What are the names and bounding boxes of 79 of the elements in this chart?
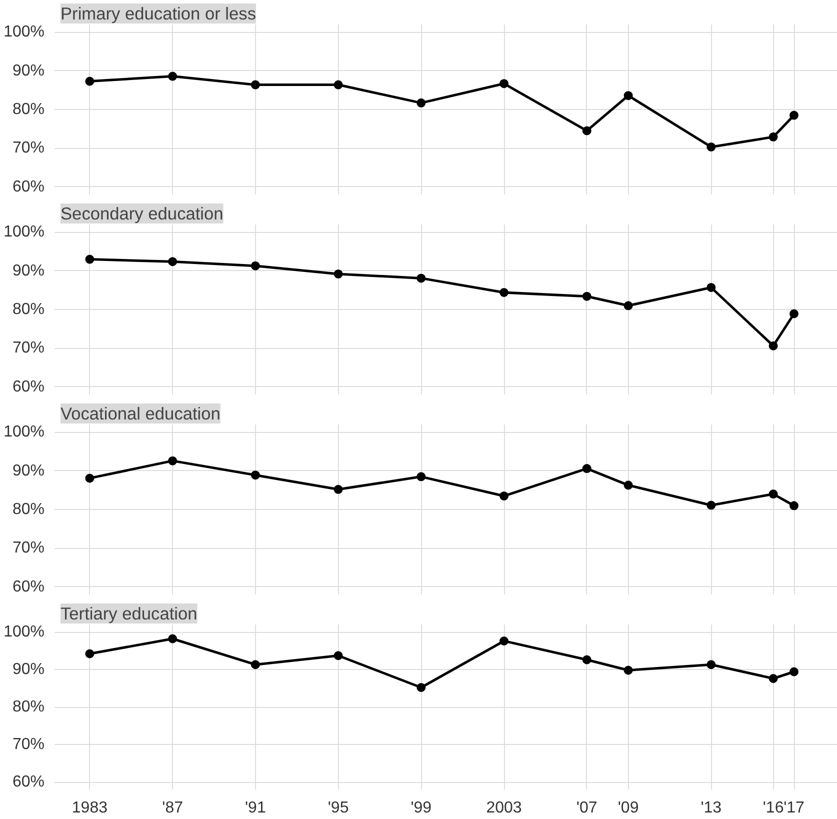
point xyxy=(168,456,178,466)
y-tick-label: 90% xyxy=(12,661,45,678)
y-tick-label: 60% xyxy=(12,178,45,196)
x-tick-label: '91 xyxy=(245,800,266,816)
point xyxy=(334,484,343,494)
point xyxy=(790,110,798,120)
y-tick-label: 60% xyxy=(12,578,45,596)
y-tick-label: 80% xyxy=(12,501,45,518)
y-tick-label: 90% xyxy=(12,262,45,280)
y-tick-label: 90% xyxy=(12,462,45,480)
y-tick-label: 80% xyxy=(12,698,45,716)
point xyxy=(500,636,508,646)
point xyxy=(582,126,592,136)
point xyxy=(706,282,716,292)
point xyxy=(582,464,592,474)
x-tick-label: '99 xyxy=(410,800,432,816)
y-tick-label: 70% xyxy=(12,140,45,157)
point xyxy=(85,474,94,483)
point xyxy=(624,480,633,490)
point xyxy=(168,634,178,644)
y-tick-label: 70% xyxy=(12,736,45,753)
point xyxy=(790,309,798,318)
chart-title: Tertiary education xyxy=(60,604,198,624)
y-tick-label: 100% xyxy=(4,424,44,441)
y-tick-label: 80% xyxy=(12,101,45,118)
x-tick-label: '13 xyxy=(700,800,722,816)
x-tick-label: '87 xyxy=(162,800,184,816)
chart-title: Vocational education xyxy=(60,404,220,424)
y-tick-label: 100% xyxy=(4,24,44,41)
point xyxy=(624,91,633,100)
point xyxy=(582,292,592,301)
point xyxy=(250,660,260,670)
x-tick-label: '09 xyxy=(618,800,639,816)
point xyxy=(768,132,778,142)
x-tick-label: '07 xyxy=(576,800,598,816)
y-tick-label: 80% xyxy=(12,301,45,318)
point xyxy=(706,142,716,152)
point xyxy=(768,674,778,683)
point xyxy=(706,660,716,670)
point xyxy=(85,254,94,264)
x-tick-label: '95 xyxy=(328,800,349,816)
point xyxy=(334,80,343,90)
point xyxy=(706,500,716,510)
point xyxy=(624,301,633,310)
point xyxy=(85,76,94,86)
y-tick-label: 100% xyxy=(4,624,44,640)
point xyxy=(500,288,508,297)
point xyxy=(624,666,633,675)
chart-title: Secondary education xyxy=(60,204,224,224)
point xyxy=(416,683,426,692)
point xyxy=(416,98,426,108)
x-tick-label: '16 xyxy=(762,800,784,816)
point xyxy=(582,655,592,664)
point xyxy=(790,501,798,510)
point xyxy=(85,649,94,658)
point xyxy=(168,257,178,266)
y-tick-label: 100% xyxy=(4,224,44,241)
point xyxy=(334,269,343,278)
y-tick-label: 60% xyxy=(12,774,45,790)
point xyxy=(168,72,178,81)
y-tick-label: 70% xyxy=(12,540,45,557)
point xyxy=(250,261,260,270)
point xyxy=(334,651,343,660)
point xyxy=(250,80,260,90)
x-tick-label: 1983 xyxy=(72,800,108,816)
x-tick-label: '17 xyxy=(784,800,805,816)
point xyxy=(768,341,778,350)
point xyxy=(768,490,778,499)
point xyxy=(500,79,508,88)
y-tick-label: 60% xyxy=(12,378,45,396)
x-tick-label: 2003 xyxy=(486,800,522,816)
point xyxy=(250,470,260,480)
chart-title: Primary education or less xyxy=(60,4,256,24)
y-tick-label: 90% xyxy=(12,62,45,80)
point xyxy=(416,472,426,482)
point xyxy=(790,667,798,676)
point xyxy=(500,491,508,500)
point xyxy=(416,274,426,283)
y-tick-label: 70% xyxy=(12,340,45,357)
